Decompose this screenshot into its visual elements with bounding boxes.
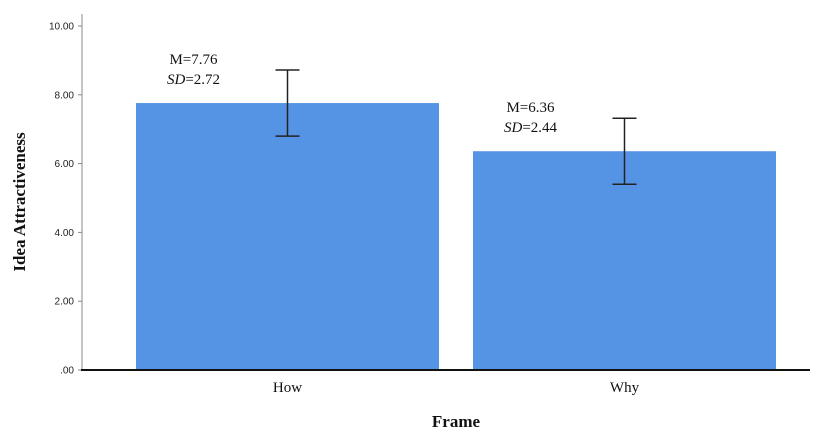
annotation-sd-prefix: SD [167, 72, 186, 88]
annotation-sd-prefix: SD [504, 120, 523, 136]
x-axis-categories: How Why [273, 380, 640, 396]
annotation-mean: M=7.76 [169, 52, 218, 68]
x-axis-title: Frame [432, 412, 481, 431]
bars [136, 103, 776, 370]
y-axis-title: Idea Attractiveness [10, 132, 29, 272]
y-tick-label: 4.00 [55, 228, 75, 239]
annotation-sd-value: =2.72 [185, 72, 220, 88]
annotation-sd: SD=2.44 [504, 120, 558, 136]
annotation-sd-value: =2.44 [522, 120, 557, 136]
error-bar-how [275, 69, 300, 137]
error-bar-why [612, 117, 637, 185]
bar-why [473, 151, 776, 370]
y-tick-label: 10.00 [49, 22, 74, 33]
y-tick-label: 6.00 [55, 159, 75, 170]
bar-how [136, 103, 439, 370]
y-tick-label: 2.00 [55, 297, 75, 308]
y-axis-ticks: .00 2.00 4.00 6.00 8.00 10.00 [49, 22, 82, 377]
y-tick-label: 8.00 [55, 90, 75, 101]
error-bars [275, 69, 637, 185]
annotation-sd: SD=2.72 [167, 72, 220, 88]
annotation-mean: M=6.36 [506, 100, 555, 116]
y-tick-label: .00 [60, 366, 74, 377]
x-category-label: Why [610, 380, 640, 396]
x-category-label: How [273, 380, 302, 396]
